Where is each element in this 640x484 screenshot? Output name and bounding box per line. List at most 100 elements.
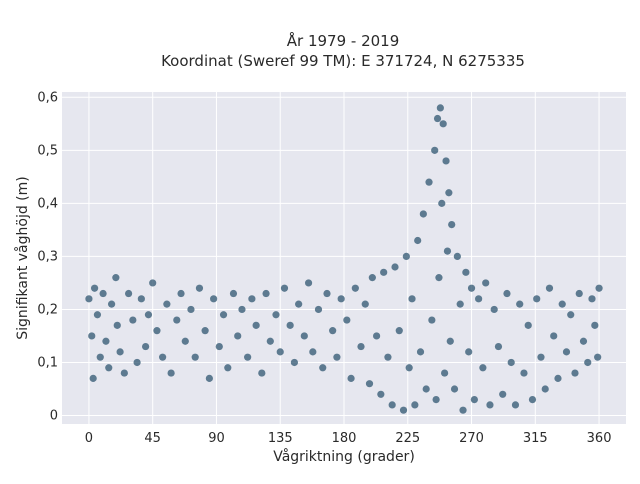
- y-tick-label: 0,2: [37, 302, 58, 317]
- data-point: [85, 295, 93, 303]
- data-point: [238, 305, 246, 314]
- x-tick-label: 315: [523, 431, 548, 446]
- data-point: [507, 358, 515, 367]
- points-layer: [85, 104, 603, 414]
- data-point: [405, 364, 413, 372]
- data-point: [286, 321, 294, 329]
- data-point: [153, 327, 161, 335]
- data-point: [187, 305, 195, 314]
- data-point: [388, 401, 396, 409]
- y-axis-label: Signifikant våghöjd (m): [14, 176, 31, 339]
- data-point: [252, 321, 260, 329]
- data-point: [453, 252, 461, 261]
- x-tick-label: 360: [587, 431, 612, 446]
- x-tick-label: 0: [85, 431, 93, 446]
- data-point: [439, 120, 447, 128]
- data-point: [258, 369, 266, 377]
- data-point: [300, 332, 308, 340]
- data-point: [112, 274, 120, 282]
- data-point: [435, 274, 443, 282]
- data-point: [144, 311, 153, 319]
- data-point: [347, 374, 355, 382]
- data-point: [516, 300, 524, 308]
- data-point: [181, 337, 189, 345]
- data-point: [361, 300, 369, 308]
- data-point: [309, 348, 317, 356]
- data-point: [438, 199, 446, 207]
- data-point: [567, 311, 575, 319]
- data-point: [248, 295, 256, 303]
- data-point: [368, 274, 376, 282]
- data-point: [215, 342, 223, 351]
- data-point: [205, 374, 213, 382]
- data-point: [441, 369, 449, 377]
- data-point: [234, 332, 242, 340]
- data-point: [467, 284, 476, 292]
- x-tick-label: 270: [459, 431, 484, 446]
- data-point: [272, 311, 280, 319]
- data-point: [416, 348, 425, 356]
- data-point: [266, 337, 274, 345]
- data-point: [470, 396, 478, 404]
- data-point: [93, 311, 102, 319]
- data-point: [137, 295, 145, 303]
- data-point: [195, 284, 204, 292]
- data-point: [351, 284, 359, 292]
- x-tick-label: 90: [208, 431, 225, 446]
- data-point: [422, 385, 430, 393]
- data-point: [163, 300, 171, 308]
- data-point: [323, 289, 331, 298]
- data-point: [380, 268, 388, 276]
- data-point: [408, 295, 416, 303]
- data-point: [116, 348, 124, 356]
- data-point: [276, 348, 284, 356]
- data-point: [479, 364, 487, 372]
- data-point: [329, 327, 337, 335]
- data-point: [411, 401, 419, 409]
- x-axis-label: Vågriktning (grader): [273, 448, 415, 465]
- data-point: [448, 220, 456, 229]
- data-point: [419, 210, 427, 218]
- data-point: [399, 406, 408, 414]
- data-point: [584, 358, 592, 367]
- y-tick-label: 0: [50, 409, 58, 424]
- data-point: [395, 327, 403, 335]
- data-point: [107, 300, 116, 308]
- data-point: [554, 374, 562, 382]
- data-point: [125, 289, 133, 298]
- y-tick-labels: 0 0,1 0,2 0,3 0,4 0,5 0,6: [37, 90, 58, 423]
- data-point: [391, 263, 399, 271]
- data-point: [120, 369, 128, 377]
- y-tick-label: 0,1: [37, 355, 58, 370]
- x-tick-label: 225: [395, 431, 420, 446]
- data-point: [357, 342, 365, 351]
- data-point: [384, 353, 392, 361]
- data-point: [201, 327, 209, 335]
- data-point: [290, 358, 299, 367]
- data-point: [591, 321, 599, 329]
- data-point: [595, 284, 603, 292]
- data-point: [545, 284, 554, 292]
- data-point: [541, 385, 549, 393]
- data-point: [167, 369, 175, 377]
- data-point: [450, 385, 459, 393]
- data-point: [280, 284, 289, 292]
- x-tick-label: 45: [144, 431, 161, 446]
- data-point: [229, 289, 238, 298]
- data-point: [102, 337, 110, 345]
- y-tick-label: 0,4: [37, 196, 58, 211]
- data-point: [442, 157, 450, 165]
- data-point: [319, 364, 327, 372]
- data-point: [499, 390, 507, 398]
- data-point: [372, 332, 381, 340]
- data-point: [173, 316, 181, 324]
- data-point: [550, 332, 558, 340]
- data-point: [314, 305, 323, 314]
- data-point: [377, 390, 385, 398]
- data-point: [456, 300, 464, 308]
- data-point: [528, 396, 537, 404]
- data-point: [537, 353, 545, 361]
- data-point: [295, 300, 303, 308]
